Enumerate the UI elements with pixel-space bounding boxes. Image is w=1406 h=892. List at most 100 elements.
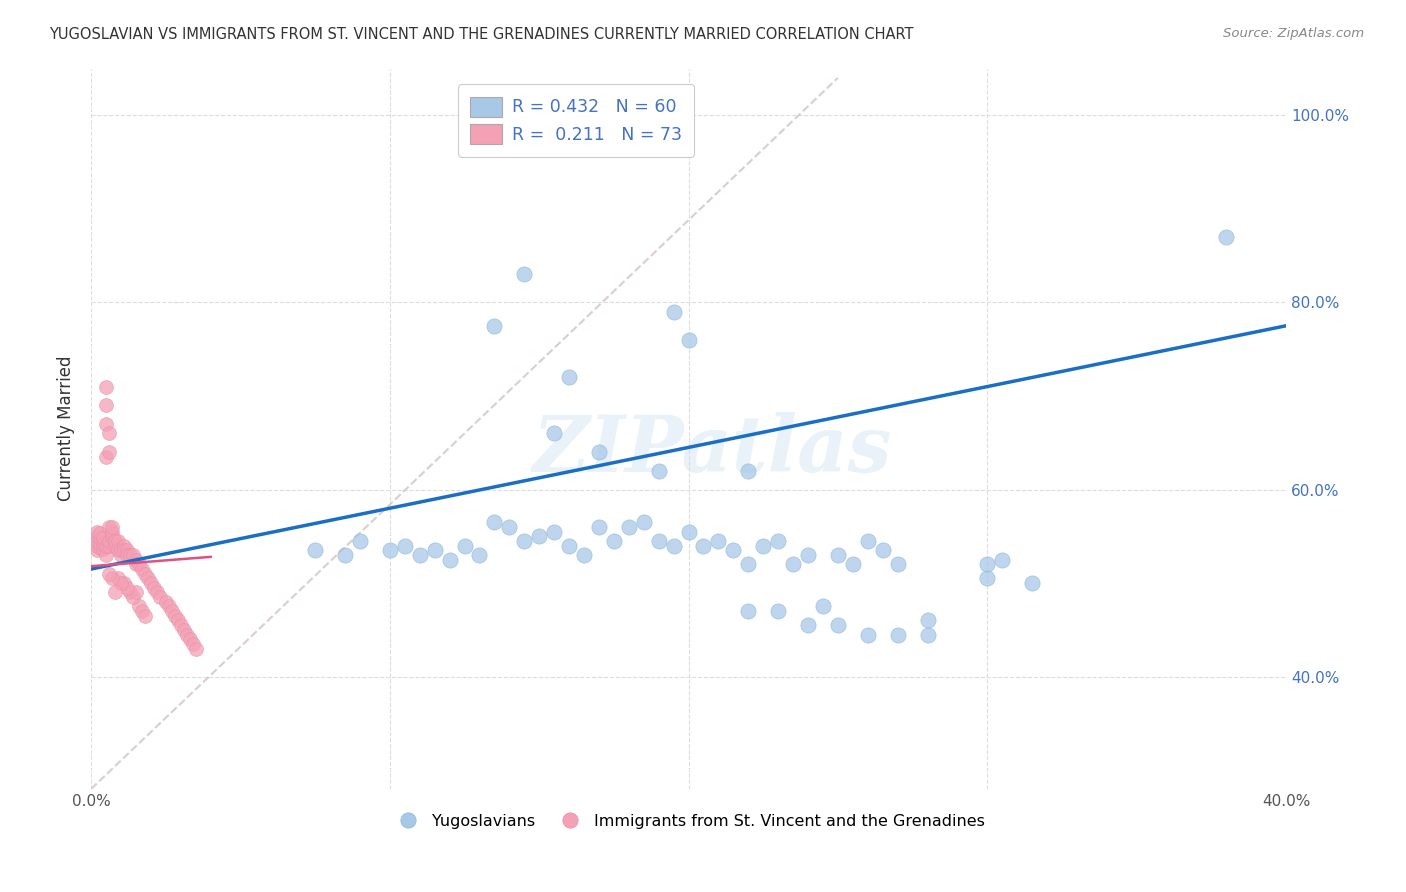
Point [737, 558, 759, 572]
Point [98, 426, 121, 441]
Point [94, 417, 117, 431]
Point [856, 533, 879, 548]
Point [122, 590, 145, 604]
Point [134, 608, 156, 623]
Point [1215, 230, 1237, 244]
Point [872, 543, 894, 558]
Point [89, 537, 111, 551]
Point [976, 571, 998, 585]
Point [112, 539, 135, 553]
Point [94, 548, 117, 562]
Text: Source: ZipAtlas.com: Source: ZipAtlas.com [1223, 27, 1364, 40]
Point [662, 305, 685, 319]
Point [104, 533, 127, 548]
Point [603, 533, 626, 548]
Point [118, 548, 141, 562]
Point [98, 520, 121, 534]
Point [678, 333, 700, 347]
Point [104, 585, 127, 599]
Point [146, 585, 169, 599]
Point [86, 524, 108, 539]
Point [886, 627, 908, 641]
Point [917, 627, 939, 641]
Point [181, 637, 204, 651]
Point [118, 585, 141, 599]
Point [122, 548, 145, 562]
Point [134, 566, 156, 581]
Point [394, 539, 416, 553]
Point [166, 614, 188, 628]
Point [886, 558, 908, 572]
Point [115, 548, 138, 562]
Point [107, 543, 129, 558]
Point [94, 539, 117, 553]
Point [678, 524, 700, 539]
Point [94, 379, 117, 393]
Point [558, 370, 581, 384]
Point [86, 539, 108, 553]
Point [633, 515, 655, 529]
Point [797, 618, 820, 632]
Point [125, 558, 148, 572]
Point [766, 533, 789, 548]
Point [115, 581, 138, 595]
Point [842, 558, 865, 572]
Point [766, 604, 789, 618]
Point [513, 268, 536, 282]
Point [184, 641, 207, 656]
Point [94, 450, 117, 464]
Point [101, 529, 124, 543]
Point [176, 627, 198, 641]
Point [647, 464, 669, 478]
Point [115, 543, 138, 558]
Point [797, 548, 820, 562]
Point [112, 576, 135, 591]
Point [737, 604, 759, 618]
Point [811, 599, 834, 614]
Point [617, 520, 640, 534]
Point [647, 533, 669, 548]
Point [173, 623, 195, 637]
Point [142, 581, 165, 595]
Point [543, 524, 565, 539]
Point [128, 599, 150, 614]
Point [128, 558, 150, 572]
Point [453, 539, 475, 553]
Point [91, 542, 114, 557]
Point [86, 529, 108, 543]
Point [976, 558, 998, 572]
Point [484, 515, 506, 529]
Point [89, 541, 111, 555]
Point [101, 520, 124, 534]
Point [131, 604, 153, 618]
Y-axis label: Currently Married: Currently Married [58, 356, 75, 501]
Point [468, 548, 491, 562]
Point [484, 318, 506, 333]
Point [91, 537, 114, 551]
Point [378, 543, 401, 558]
Point [157, 599, 180, 614]
Point [170, 618, 193, 632]
Point [991, 552, 1014, 566]
Point [86, 533, 108, 548]
Point [572, 548, 595, 562]
Point [104, 539, 127, 553]
Point [349, 533, 371, 548]
Point [155, 595, 177, 609]
Point [856, 627, 879, 641]
Point [104, 533, 127, 548]
Point [160, 604, 183, 618]
Point [125, 585, 148, 599]
Point [558, 539, 581, 553]
Point [782, 558, 804, 572]
Point [304, 543, 326, 558]
Point [110, 543, 132, 558]
Point [513, 533, 536, 548]
Point [131, 562, 153, 576]
Point [107, 571, 129, 585]
Point [179, 632, 201, 647]
Point [827, 548, 849, 562]
Point [588, 445, 610, 459]
Point [98, 566, 121, 581]
Point [498, 520, 520, 534]
